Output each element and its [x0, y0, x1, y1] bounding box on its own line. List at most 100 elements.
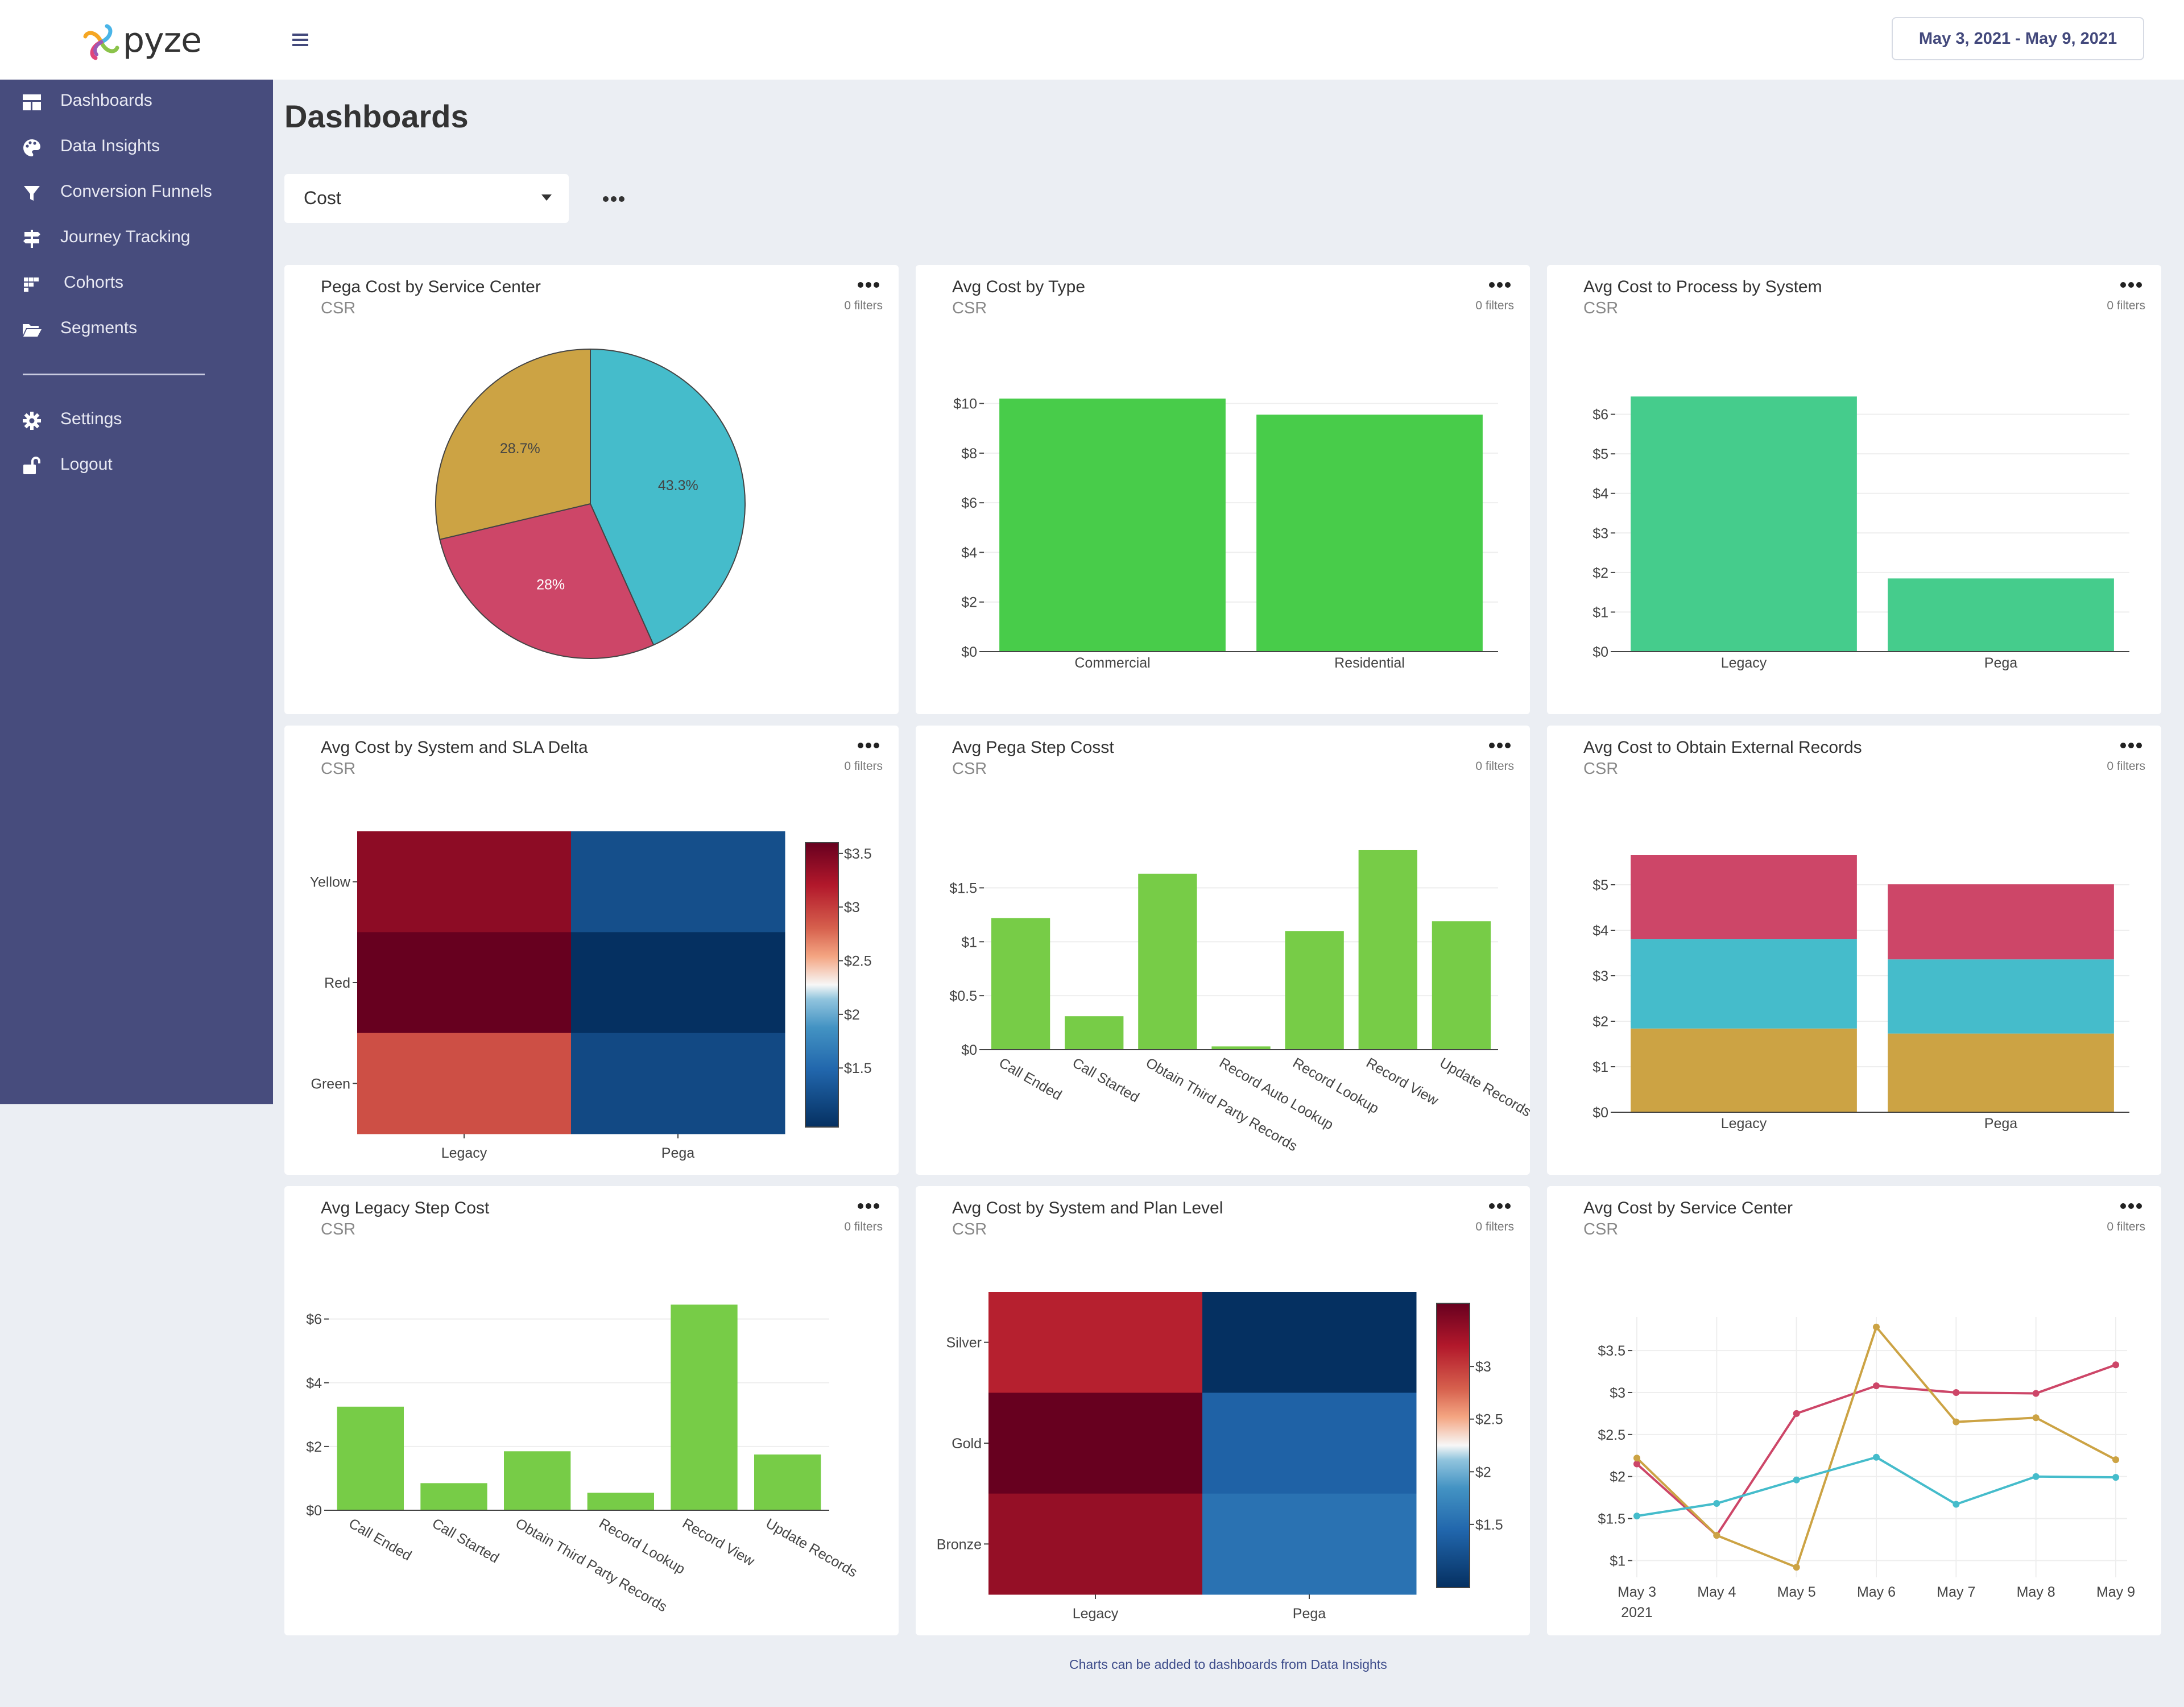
card-more-options-icon[interactable] [1487, 279, 1513, 291]
sidebar-item-segments[interactable]: Segments [0, 307, 273, 353]
bar-segment[interactable] [1888, 884, 2114, 960]
bar[interactable] [1358, 850, 1417, 1050]
card-title: Pega Cost by Service Center [321, 277, 541, 296]
colorbar-tick-label: $2 [1475, 1464, 1491, 1480]
data-point[interactable] [1633, 1455, 1640, 1462]
y-tick-label: $6 [1592, 407, 1608, 423]
card-more-options-icon[interactable] [855, 1200, 882, 1212]
signpost-icon [23, 230, 40, 248]
y-tick-label: $1.5 [1598, 1511, 1625, 1527]
data-point[interactable] [1633, 1460, 1640, 1468]
card-filters-count: 0 filters [1475, 760, 1514, 773]
bar-segment[interactable] [1631, 1028, 1857, 1112]
card-more-options-icon[interactable] [2118, 1200, 2144, 1212]
bar[interactable] [587, 1493, 654, 1510]
data-point[interactable] [2112, 1474, 2119, 1481]
bar-segment[interactable] [1888, 959, 2114, 1034]
bar[interactable] [1631, 396, 1857, 652]
y-tick-label: $0 [1592, 1105, 1608, 1121]
sidebar-item-journey-tracking[interactable]: Journey Tracking [0, 216, 273, 262]
bar[interactable] [1285, 931, 1344, 1050]
data-point[interactable] [2032, 1414, 2040, 1422]
bar[interactable] [337, 1406, 404, 1510]
bar-segment[interactable] [1631, 855, 1857, 939]
bar[interactable] [1138, 873, 1197, 1050]
sidebar-item-dashboards[interactable]: Dashboards [0, 80, 273, 125]
heatmap-cell[interactable] [571, 831, 785, 933]
card-title: Avg Cost to Obtain External Records [1583, 738, 1862, 757]
card-more-options-icon[interactable] [1487, 739, 1513, 752]
heatmap-cell[interactable] [1202, 1292, 1417, 1393]
chart: $0 $1 $2 $3 $4 $5 Legacy Pega [1592, 855, 2129, 1132]
bar[interactable] [754, 1454, 821, 1510]
sidebar-item-logout[interactable]: Logout [0, 444, 273, 489]
data-point[interactable] [1713, 1499, 1720, 1507]
dashboard-select[interactable]: Cost [284, 174, 569, 223]
sidebar-item-settings[interactable]: Settings [0, 398, 273, 444]
date-range-picker[interactable]: May 3, 2021 - May 9, 2021 [1892, 17, 2144, 60]
data-point[interactable] [1953, 1418, 1960, 1426]
sidebar-item-conversion-funnels[interactable]: Conversion Funnels [0, 171, 273, 216]
pie-slice[interactable] [435, 348, 591, 540]
data-point[interactable] [1713, 1532, 1720, 1539]
card-more-options-icon[interactable] [2118, 279, 2144, 291]
bar[interactable] [504, 1451, 571, 1510]
cohorts-icon [24, 277, 39, 292]
data-point[interactable] [1953, 1501, 1960, 1508]
heatmap-cell[interactable] [357, 932, 572, 1034]
bar[interactable] [1065, 1016, 1124, 1050]
card-more-options-icon[interactable] [855, 279, 882, 291]
data-point[interactable] [2032, 1390, 2040, 1397]
heatmap-cell[interactable] [357, 831, 572, 933]
data-point[interactable] [1633, 1513, 1640, 1520]
data-point[interactable] [1793, 1476, 1800, 1484]
heatmap-cell[interactable] [357, 1033, 572, 1134]
pie-slice[interactable] [439, 503, 655, 659]
heatmap-cell[interactable] [571, 1033, 785, 1134]
card-more-options-icon[interactable] [855, 739, 882, 752]
y-tick-label: $0 [961, 1042, 977, 1058]
bar[interactable] [1211, 1046, 1271, 1050]
data-point[interactable] [1873, 1323, 1880, 1331]
dashboard-card: Avg Cost by Service Center CSR 0 filters $1… [1547, 1186, 2161, 1635]
heatmap-cell[interactable] [571, 932, 785, 1034]
data-point[interactable] [1873, 1453, 1880, 1461]
sidebar-item-data-insights[interactable]: Data Insights [0, 125, 273, 171]
bar[interactable] [1432, 921, 1491, 1050]
bar[interactable] [671, 1304, 738, 1510]
card-more-options-icon[interactable] [1487, 1200, 1513, 1212]
bar[interactable] [420, 1483, 487, 1510]
data-point[interactable] [1953, 1389, 1960, 1396]
bar-segment[interactable] [1888, 1033, 2114, 1112]
dashboard-card: Avg Cost to Obtain External Records CSR 0 … [1547, 726, 2161, 1175]
data-point[interactable] [1873, 1382, 1880, 1390]
bar[interactable] [1888, 578, 2114, 652]
heatmap-cell[interactable] [988, 1292, 1203, 1393]
y-tick-label: $1 [961, 934, 977, 950]
heatmap-cell[interactable] [1202, 1493, 1417, 1595]
data-point[interactable] [2112, 1361, 2119, 1369]
heatmap-cell[interactable] [988, 1493, 1203, 1595]
data-point[interactable] [1793, 1410, 1800, 1417]
dashboard-icon [23, 94, 41, 110]
bar-segment[interactable] [1631, 939, 1857, 1029]
logo[interactable]: pyze [0, 0, 273, 80]
colorbar-tick-label: $3.5 [844, 846, 872, 862]
more-options-icon[interactable] [599, 188, 628, 210]
hamburger-menu-icon[interactable] [290, 28, 313, 51]
bar[interactable] [991, 918, 1050, 1050]
y-tick-label: $1 [1610, 1553, 1625, 1569]
heatmap-cell[interactable] [1202, 1393, 1417, 1494]
pie-slice-label: 28.7% [500, 441, 540, 457]
card-subtitle: CSR [321, 1220, 356, 1238]
data-point[interactable] [2112, 1456, 2119, 1464]
data-point[interactable] [2032, 1473, 2040, 1480]
sidebar-item-cohorts[interactable]: Cohorts [0, 262, 273, 307]
card-subtitle: CSR [952, 299, 987, 317]
card-more-options-icon[interactable] [2118, 739, 2144, 752]
data-point[interactable] [1793, 1564, 1800, 1571]
pie-slice[interactable] [590, 348, 746, 646]
bar[interactable] [999, 398, 1226, 652]
heatmap-cell[interactable] [988, 1393, 1203, 1494]
bar[interactable] [1256, 415, 1483, 652]
